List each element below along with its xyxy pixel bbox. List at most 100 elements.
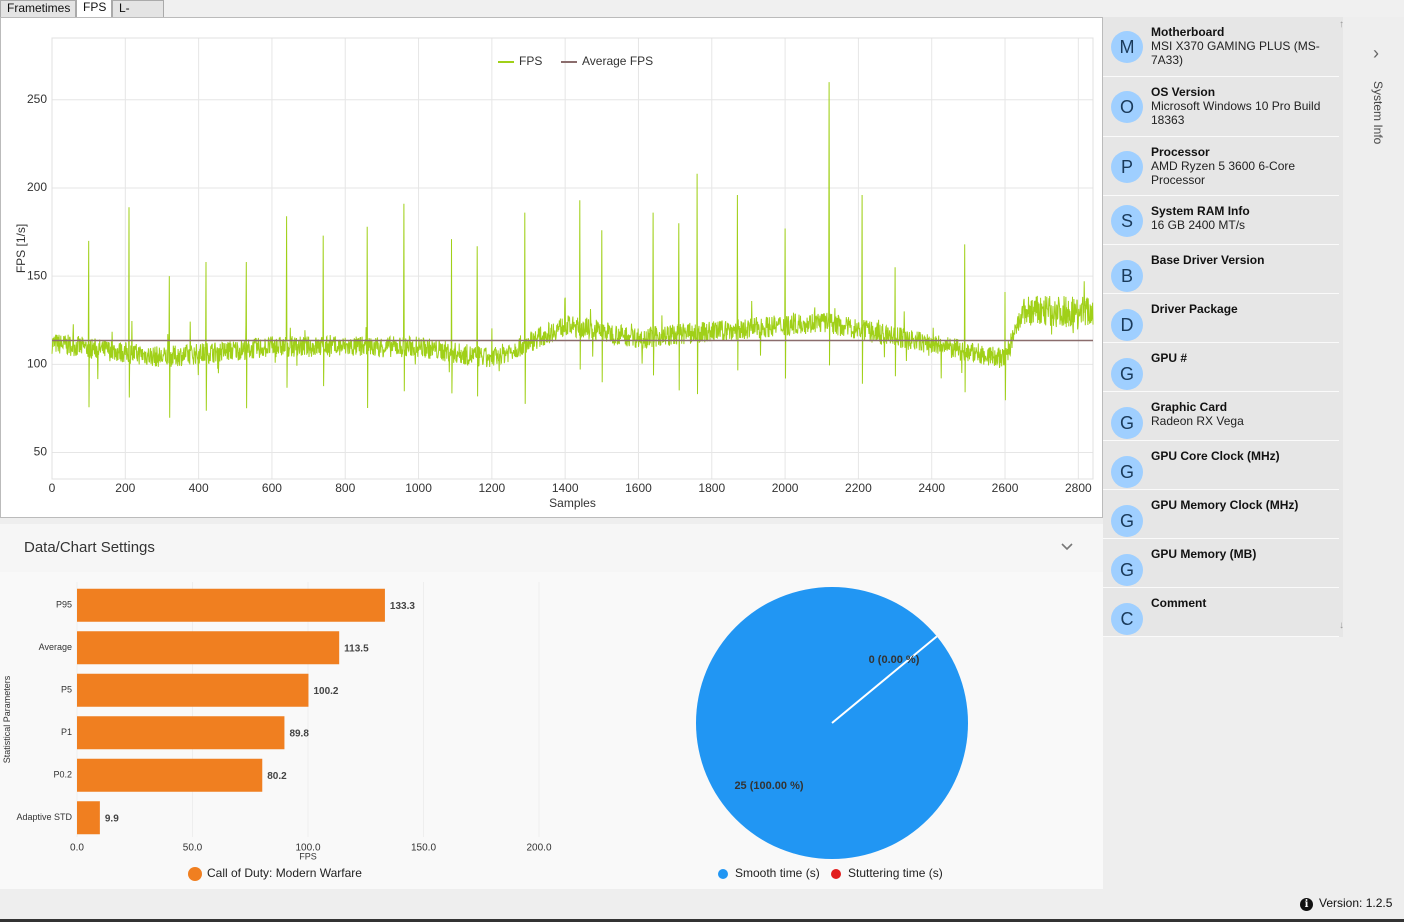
bar-p0-2 xyxy=(77,758,263,792)
system-info-title: GPU Memory Clock (MHz) xyxy=(1151,498,1299,512)
system-info-title: Comment xyxy=(1151,596,1207,610)
pie-slice-stutter xyxy=(831,635,938,724)
system-info-title: GPU Core Clock (MHz) xyxy=(1151,449,1280,463)
pie-label-stutter: 0 (0.00 %) xyxy=(869,654,920,666)
system-info-item-gpu[interactable]: G GPU # xyxy=(1103,343,1339,392)
bar-legend-swatch xyxy=(188,867,202,881)
x-tick-label: 200 xyxy=(115,481,135,495)
system-info-item-graphic-card[interactable]: G Graphic Card Radeon RX Vega xyxy=(1103,392,1339,441)
system-info-item-comment[interactable]: C Comment xyxy=(1103,588,1339,637)
system-info-title: Base Driver Version xyxy=(1151,253,1265,267)
info-icon: i xyxy=(1300,898,1313,911)
avatar: P xyxy=(1111,150,1143,183)
avatar: O xyxy=(1111,91,1143,123)
pie-label-smooth: 25 (100.00 %) xyxy=(734,780,803,792)
system-info-item-gpu-memory-clock-mhz[interactable]: G GPU Memory Clock (MHz) xyxy=(1103,490,1339,539)
bar-value-label: 89.8 xyxy=(289,728,309,739)
tab-bar: Frametimes FPS L-shape xyxy=(0,0,1404,30)
system-info-value: Microsoft Windows 10 Pro Build 18363 xyxy=(1151,99,1321,127)
x-tick-label: 600 xyxy=(262,481,282,495)
system-info-item-gpu-memory-mb[interactable]: G GPU Memory (MB) xyxy=(1103,539,1339,588)
x-tick-label: 0 xyxy=(49,481,56,495)
settings-title: Data/Chart Settings xyxy=(24,539,155,556)
system-info-title: Graphic Card xyxy=(1151,400,1228,414)
fps-chart-panel: 0 200 400 600 800 1000 1200 1400 1600 1800 2000 220… xyxy=(0,17,1103,518)
system-info-item-os-version[interactable]: O OS Version Microsoft Windows 10 Pro Buil… xyxy=(1103,77,1339,137)
avatar: B xyxy=(1111,259,1143,292)
system-info-title: OS Version xyxy=(1151,85,1216,99)
system-info-item-system-ram-info[interactable]: S System RAM Info 16 GB 2400 MT/s xyxy=(1103,196,1339,245)
pie-legend-label: Stuttering time (s) xyxy=(848,866,943,880)
system-info-title: GPU Memory (MB) xyxy=(1151,547,1257,561)
system-info-value: Radeon RX Vega xyxy=(1151,414,1244,428)
bar-p5 xyxy=(77,673,309,707)
system-info-value: 16 GB 2400 MT/s xyxy=(1151,218,1246,232)
system-info-item-driver-package[interactable]: D Driver Package xyxy=(1103,294,1339,343)
bar-adaptive-std xyxy=(77,801,100,835)
bar-y-axis-label: Statistical Parameters xyxy=(2,675,12,763)
system-info-panel: M Motherboard MSI X370 GAMING PLUS (MS-7A3… xyxy=(1103,17,1343,637)
system-info-item-base-driver-version[interactable]: B Base Driver Version xyxy=(1103,245,1339,294)
avatar: D xyxy=(1111,308,1143,341)
pie-legend-swatch xyxy=(831,869,841,879)
status-bar: i Version: 1.2.5 xyxy=(0,889,1404,922)
x-tick-label: 1000 xyxy=(405,481,432,495)
bar-category-label: P95 xyxy=(56,600,72,610)
avatar: G xyxy=(1111,455,1143,488)
bar-value-label: 9.9 xyxy=(105,813,119,824)
chevron-down-icon[interactable] xyxy=(1058,538,1076,556)
y-tick-label: 50 xyxy=(34,445,48,459)
x-tick-label: 1400 xyxy=(552,481,579,495)
bar-x-tick-label: 50.0 xyxy=(183,842,203,853)
y-tick-label: 100 xyxy=(27,357,47,371)
pie-legend-swatch xyxy=(718,869,728,879)
x-tick-label: 2800 xyxy=(1065,481,1092,495)
x-tick-label: 2600 xyxy=(992,481,1019,495)
fps-line-chart: 0 200 400 600 800 1000 1200 1400 1600 1800 2000 220… xyxy=(14,37,1094,510)
statistics-bar-chart: 0.0 50.0 100.0 150.0 200.0 FPS Statistical Par… xyxy=(2,582,552,881)
bar-category-label: P0.2 xyxy=(53,770,72,780)
avatar: C xyxy=(1111,602,1143,635)
tab-l-shape[interactable]: L-shape xyxy=(112,0,164,30)
x-tick-label: 1600 xyxy=(625,481,652,495)
pie-legend-label: Smooth time (s) xyxy=(735,866,820,880)
avatar: G xyxy=(1111,504,1143,537)
x-tick-label: 400 xyxy=(189,481,209,495)
tab-frametimes[interactable]: Frametimes xyxy=(0,0,76,17)
bar-x-axis-label: FPS xyxy=(299,851,317,861)
scroll-up-icon[interactable]: ↑ xyxy=(1339,19,1344,30)
chevron-right-icon[interactable]: › xyxy=(1373,43,1379,63)
system-info-rail: › System Info xyxy=(1343,17,1404,887)
system-info-item-gpu-core-clock-mhz[interactable]: G GPU Core Clock (MHz) xyxy=(1103,441,1339,490)
system-info-item-processor[interactable]: P Processor AMD Ryzen 5 3600 6-Core Proces… xyxy=(1103,137,1339,196)
bar-value-label: 113.5 xyxy=(344,643,369,654)
y-tick-label: 150 xyxy=(27,268,47,282)
system-info-value: AMD Ryzen 5 3600 6-Core Processor xyxy=(1151,159,1296,187)
system-info-rail-label[interactable]: System Info xyxy=(1371,81,1385,145)
bar-value-label: 133.3 xyxy=(390,601,415,612)
bar-category-label: Average xyxy=(39,642,72,652)
version-label: Version: 1.2.5 xyxy=(1319,896,1393,910)
x-axis-label: Samples xyxy=(549,496,596,510)
bar-category-label: P5 xyxy=(61,685,72,695)
fps-legend: FPS Average FPS xyxy=(498,54,653,68)
tab-fps[interactable]: FPS xyxy=(76,0,112,17)
avatar: G xyxy=(1111,357,1143,390)
system-info-item-motherboard[interactable]: M Motherboard MSI X370 GAMING PLUS (MS-7A3… xyxy=(1103,17,1339,77)
taskbar-strip xyxy=(0,919,1404,922)
fps-series-line xyxy=(51,82,1094,418)
legend-label: Average FPS xyxy=(582,54,653,68)
x-tick-label: 1200 xyxy=(479,481,506,495)
system-info-title: System RAM Info xyxy=(1151,204,1250,218)
bar-category-label: P1 xyxy=(61,727,72,737)
x-tick-label: 2000 xyxy=(772,481,799,495)
x-tick-label: 2200 xyxy=(845,481,872,495)
bar-x-tick-label: 0.0 xyxy=(70,842,84,853)
data-chart-settings-header[interactable]: Data/Chart Settings xyxy=(0,524,1103,572)
bar-x-tick-label: 150.0 xyxy=(411,842,436,853)
x-tick-label: 800 xyxy=(335,481,355,495)
system-info-title: Driver Package xyxy=(1151,302,1238,316)
statistics-area: 0.0 50.0 100.0 150.0 200.0 FPS Statistical Par… xyxy=(0,572,1103,889)
scroll-down-icon[interactable]: ↓ xyxy=(1339,620,1344,631)
